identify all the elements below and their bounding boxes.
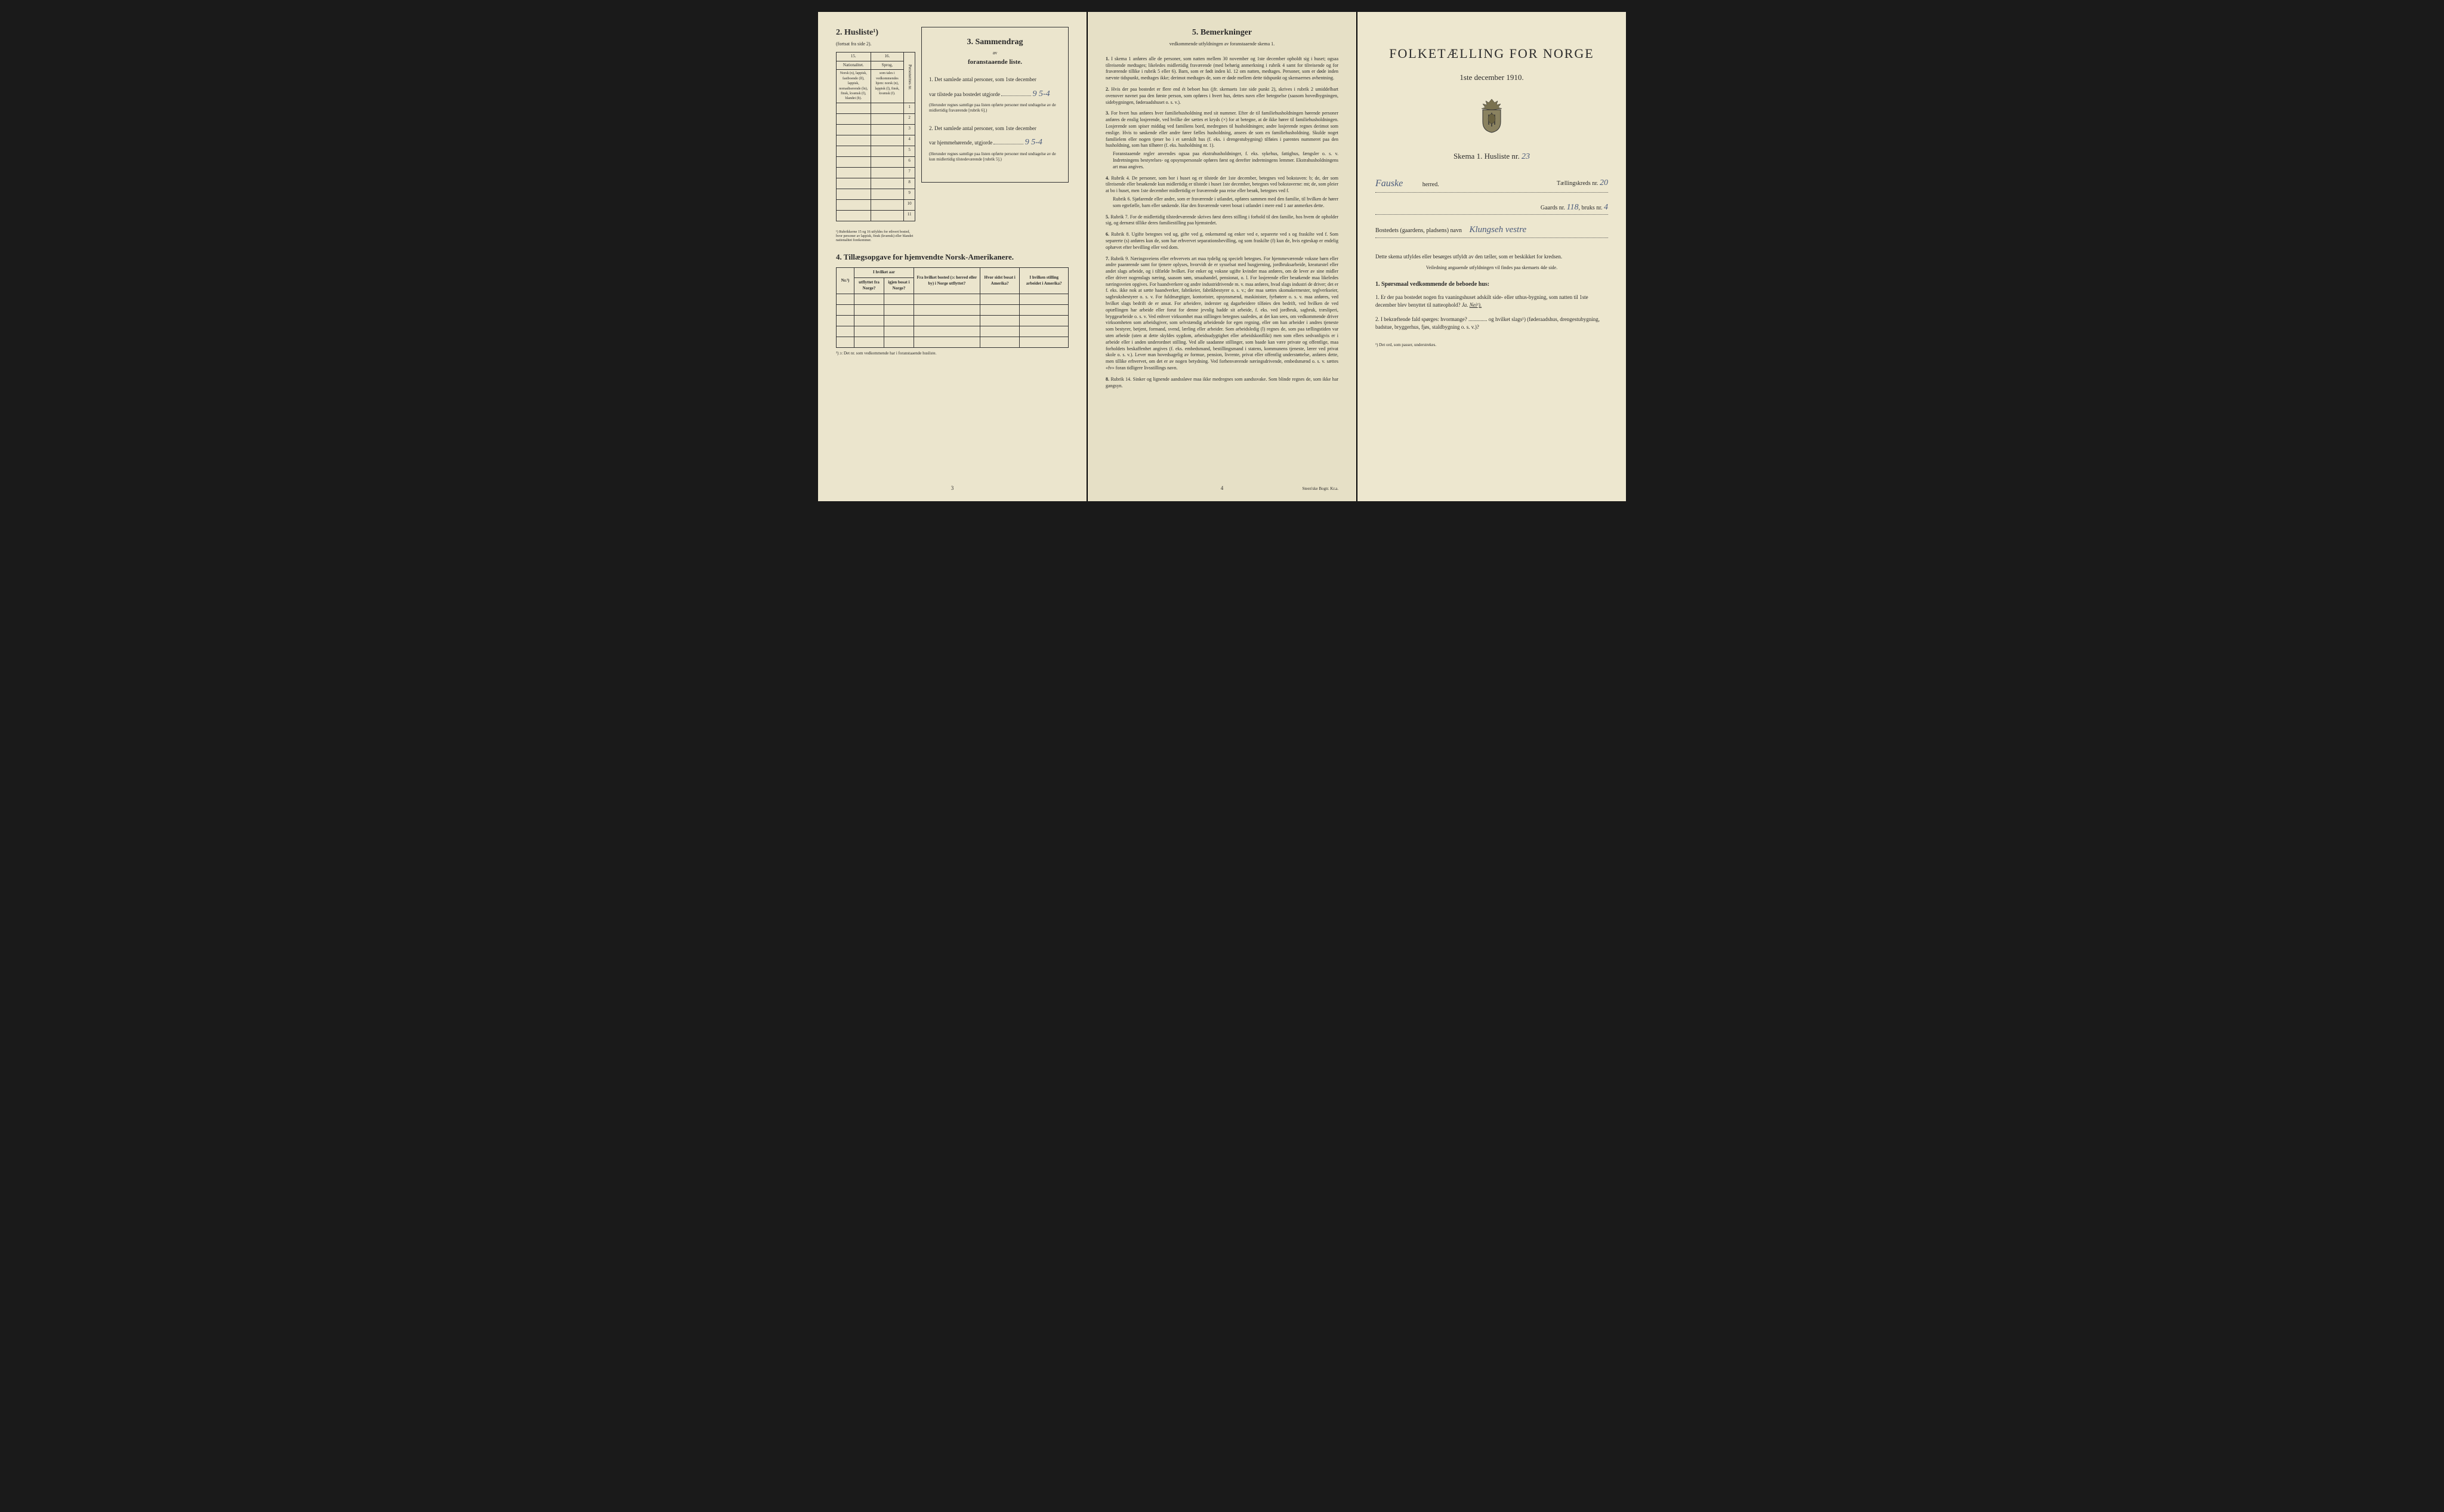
gaards-line: Gaards nr. 118, bruks nr. 4 — [1375, 202, 1608, 215]
sprog-text: som tales i vedkommendes hjem: norsk (n)… — [871, 70, 904, 103]
remarks-list: 1. I skema 1 anføres alle de personer, s… — [1106, 56, 1338, 390]
tillaeg-table: Nr.²) I hvilket aar Fra hvilket bosted (… — [836, 267, 1069, 347]
coat-of-arms-icon — [1375, 98, 1608, 136]
bruks-value: 4 — [1604, 203, 1608, 212]
remark-item: 2. Hvis der paa bostedet er flere end ét… — [1106, 87, 1338, 106]
tillaeg-title: 4. Tillægsopgave for hjemvendte Norsk-Am… — [836, 252, 1069, 263]
question-2: 2. I bekræftende fald spørges: hvormange… — [1375, 316, 1608, 332]
remark-item: 8. Rubrik 14. Sinker og lignende aandssl… — [1106, 377, 1338, 390]
bosted-line: Bostedets (gaardens, pladsens) navn Klun… — [1375, 224, 1608, 238]
page-number-4: 4 — [1221, 485, 1224, 492]
date-line: 1ste december 1910. — [1375, 72, 1608, 83]
instruction-text: Dette skema utfyldes eller besørges utfy… — [1375, 253, 1608, 271]
question-1: 1. Er der paa bostedet nogen fra vaaning… — [1375, 294, 1608, 310]
nei-answer: Nei¹). — [1470, 302, 1482, 308]
page-3: 2. Husliste¹) (fortsat fra side 2). 15. … — [818, 12, 1087, 501]
bemerkninger-title: 5. Bemerkninger — [1106, 27, 1338, 39]
rubrik-footnote: ¹) Rubrikkerne 15 og 16 utfyldes for eth… — [836, 230, 915, 243]
page-number-3: 3 — [951, 485, 954, 492]
question-title: 1. Spørsmaal vedkommende de beboede hus: — [1375, 280, 1608, 289]
skema-line: Skema 1. Husliste nr. 23 — [1375, 151, 1608, 163]
printer-mark: Steen'ske Bogtr. Kr.a. — [1302, 486, 1338, 492]
nationality-table: 15. 16. Personernes nr. Nationalitet. Sp… — [836, 52, 915, 221]
remark-item: 3. For hvert hus anføres hver familiehus… — [1106, 110, 1338, 170]
remark-item: 4. Rubrik 4. De personer, som bor i huse… — [1106, 175, 1338, 209]
col-16: 16. — [871, 52, 904, 61]
tillaeg-footnote: ²) ɔ: Det nr. som vedkommende har i fora… — [836, 351, 1069, 356]
col-15: 15. — [837, 52, 871, 61]
remark-item: 7. Rubrik 9. Næringsveiens eller erhverv… — [1106, 256, 1338, 372]
remark-item: 1. I skema 1 anføres alle de personer, s… — [1106, 56, 1338, 82]
sammendrag-box: 3. Sammendrag av foranstaaende liste. 1.… — [921, 27, 1069, 183]
taellingskreds-value: 20 — [1600, 178, 1608, 187]
value-2: 9 5-4 — [1025, 138, 1042, 147]
sammendrag-av: av — [929, 50, 1061, 56]
gaards-value: 118 — [1567, 203, 1579, 212]
summary-item-1: 1. Det samlede antal personer, som 1ste … — [929, 76, 1061, 113]
remark-item: 6. Rubrik 8. Ugifte betegnes ved ug, gif… — [1106, 232, 1338, 251]
sammendrag-sub: foranstaaende liste. — [929, 58, 1061, 67]
nat-text: Norsk (n), lappisk, fastboende (lf), lap… — [837, 70, 871, 103]
sammendrag-title: 3. Sammendrag — [929, 36, 1061, 48]
bemerkninger-sub: vedkommende utfyldningen av foranstaaend… — [1106, 41, 1338, 47]
nat-header: Nationalitet. — [837, 61, 871, 70]
bosted-value: Klungseh vestre — [1469, 225, 1526, 234]
husliste-sub: (fortsat fra side 2). — [836, 41, 915, 47]
husliste-header: 2. Husliste¹) — [836, 27, 915, 39]
main-title: FOLKETÆLLING FOR NORGE — [1375, 45, 1608, 63]
summary-item-2: 2. Det samlede antal personer, som 1ste … — [929, 125, 1061, 162]
value-1: 9 5-4 — [1032, 90, 1050, 98]
footnote: ¹) Det ord, som passer, understrekes. — [1375, 342, 1608, 348]
herred-value: Fauske — [1375, 178, 1403, 189]
remark-item: 5. Rubrik 7. For de midlertidig tilstede… — [1106, 214, 1338, 227]
herred-line: Fauske herred. Tællingskreds nr. 20 — [1375, 177, 1608, 192]
sprog-header: Sprog, — [871, 61, 904, 70]
page-4: 5. Bemerkninger vedkommende utfyldningen… — [1088, 12, 1356, 501]
document-container: 2. Husliste¹) (fortsat fra side 2). 15. … — [818, 12, 1626, 501]
page-1: FOLKETÆLLING FOR NORGE 1ste december 191… — [1357, 12, 1626, 501]
person-nr-header: Personernes nr. — [904, 52, 915, 103]
husliste-nr-value: 23 — [1522, 152, 1530, 161]
